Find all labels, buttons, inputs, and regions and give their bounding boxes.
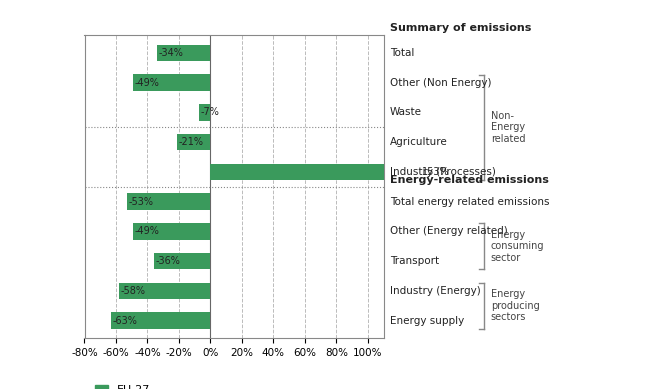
Text: -53%: -53% <box>129 196 153 207</box>
Bar <box>127 193 211 210</box>
Legend: EU-27: EU-27 <box>90 380 155 389</box>
Text: Industry (Energy): Industry (Energy) <box>390 286 481 296</box>
Text: Other (Non Energy): Other (Non Energy) <box>390 77 491 88</box>
Bar <box>119 283 211 299</box>
Text: Waste: Waste <box>390 107 422 117</box>
Text: -63%: -63% <box>113 315 138 326</box>
Text: Energy
producing
sectors: Energy producing sectors <box>491 289 540 322</box>
Text: Total energy related emissions: Total energy related emissions <box>390 196 549 207</box>
Text: Industry (Processes): Industry (Processes) <box>390 167 496 177</box>
Bar <box>133 223 211 240</box>
Bar <box>211 164 451 180</box>
Text: -34%: -34% <box>159 48 183 58</box>
Text: -7%: -7% <box>201 107 220 117</box>
Text: 153%: 153% <box>422 167 450 177</box>
Text: Energy-related emissions: Energy-related emissions <box>390 175 549 185</box>
Text: Energy supply: Energy supply <box>390 315 464 326</box>
Text: Non-
Energy
related: Non- Energy related <box>491 110 525 144</box>
Text: Other (Energy related): Other (Energy related) <box>390 226 508 237</box>
Text: -49%: -49% <box>135 77 160 88</box>
Bar <box>111 312 211 329</box>
Text: -21%: -21% <box>179 137 204 147</box>
Bar <box>154 253 211 269</box>
Text: Energy
consuming
sector: Energy consuming sector <box>491 230 544 263</box>
Bar <box>133 74 211 91</box>
Text: Transport: Transport <box>390 256 439 266</box>
Bar <box>200 104 211 121</box>
Bar <box>177 134 211 150</box>
Text: Summary of emissions: Summary of emissions <box>390 23 532 33</box>
Text: -58%: -58% <box>121 286 146 296</box>
Text: -49%: -49% <box>135 226 160 237</box>
Text: -36%: -36% <box>155 256 180 266</box>
Bar <box>157 45 211 61</box>
Text: Total: Total <box>390 48 415 58</box>
Text: Agriculture: Agriculture <box>390 137 448 147</box>
